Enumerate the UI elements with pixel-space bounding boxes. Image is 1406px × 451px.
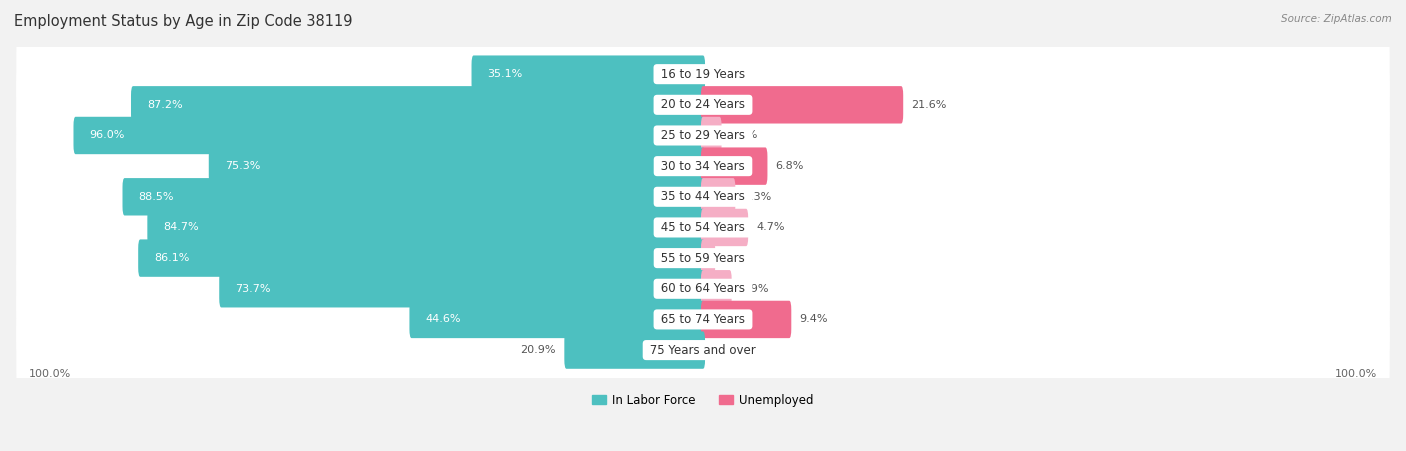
FancyBboxPatch shape: [702, 86, 903, 124]
Text: 88.5%: 88.5%: [138, 192, 174, 202]
Text: 1.8%: 1.8%: [730, 130, 758, 140]
FancyBboxPatch shape: [702, 117, 721, 154]
FancyBboxPatch shape: [17, 242, 1389, 335]
Text: 86.1%: 86.1%: [155, 253, 190, 263]
FancyBboxPatch shape: [131, 86, 704, 124]
Text: 2.9%: 2.9%: [740, 284, 769, 294]
Text: Source: ZipAtlas.com: Source: ZipAtlas.com: [1281, 14, 1392, 23]
FancyBboxPatch shape: [702, 301, 792, 338]
Text: 35 to 44 Years: 35 to 44 Years: [657, 190, 749, 203]
FancyBboxPatch shape: [208, 147, 704, 185]
Text: 44.6%: 44.6%: [425, 314, 461, 324]
FancyBboxPatch shape: [17, 212, 1389, 304]
FancyBboxPatch shape: [17, 89, 1389, 182]
FancyBboxPatch shape: [17, 120, 1389, 212]
FancyBboxPatch shape: [702, 178, 735, 216]
Text: 45 to 54 Years: 45 to 54 Years: [657, 221, 749, 234]
Text: 6.8%: 6.8%: [776, 161, 804, 171]
Text: 60 to 64 Years: 60 to 64 Years: [657, 282, 749, 295]
FancyBboxPatch shape: [148, 209, 704, 246]
Text: 0.0%: 0.0%: [713, 69, 741, 79]
FancyBboxPatch shape: [17, 28, 1389, 120]
FancyBboxPatch shape: [702, 270, 731, 308]
Text: 0.0%: 0.0%: [713, 345, 741, 355]
FancyBboxPatch shape: [702, 209, 748, 246]
FancyBboxPatch shape: [409, 301, 704, 338]
Text: 55 to 59 Years: 55 to 59 Years: [657, 252, 749, 265]
FancyBboxPatch shape: [138, 239, 704, 277]
FancyBboxPatch shape: [73, 117, 704, 154]
Text: 4.7%: 4.7%: [756, 222, 785, 232]
FancyBboxPatch shape: [17, 59, 1389, 151]
Legend: In Labor Force, Unemployed: In Labor Force, Unemployed: [588, 389, 818, 411]
Text: 75.3%: 75.3%: [225, 161, 260, 171]
FancyBboxPatch shape: [471, 55, 704, 93]
Text: 96.0%: 96.0%: [90, 130, 125, 140]
FancyBboxPatch shape: [17, 304, 1389, 396]
Text: 73.7%: 73.7%: [235, 284, 270, 294]
Text: 100.0%: 100.0%: [28, 369, 72, 379]
Text: 3.3%: 3.3%: [744, 192, 772, 202]
FancyBboxPatch shape: [17, 273, 1389, 366]
Text: 87.2%: 87.2%: [146, 100, 183, 110]
Text: 21.6%: 21.6%: [911, 100, 946, 110]
FancyBboxPatch shape: [219, 270, 704, 308]
FancyBboxPatch shape: [564, 331, 704, 369]
Text: 20.9%: 20.9%: [520, 345, 557, 355]
FancyBboxPatch shape: [702, 147, 768, 185]
Text: 75 Years and over: 75 Years and over: [647, 344, 759, 357]
FancyBboxPatch shape: [122, 178, 704, 216]
FancyBboxPatch shape: [17, 151, 1389, 243]
Text: 100.0%: 100.0%: [1334, 369, 1378, 379]
Text: 1.1%: 1.1%: [724, 253, 752, 263]
Text: 65 to 74 Years: 65 to 74 Years: [657, 313, 749, 326]
Text: 84.7%: 84.7%: [163, 222, 198, 232]
FancyBboxPatch shape: [17, 181, 1389, 274]
Text: 35.1%: 35.1%: [488, 69, 523, 79]
FancyBboxPatch shape: [702, 239, 716, 277]
Text: 9.4%: 9.4%: [800, 314, 828, 324]
Text: 16 to 19 Years: 16 to 19 Years: [657, 68, 749, 81]
Text: 30 to 34 Years: 30 to 34 Years: [657, 160, 749, 173]
Text: 20 to 24 Years: 20 to 24 Years: [657, 98, 749, 111]
Text: 25 to 29 Years: 25 to 29 Years: [657, 129, 749, 142]
Text: Employment Status by Age in Zip Code 38119: Employment Status by Age in Zip Code 381…: [14, 14, 353, 28]
